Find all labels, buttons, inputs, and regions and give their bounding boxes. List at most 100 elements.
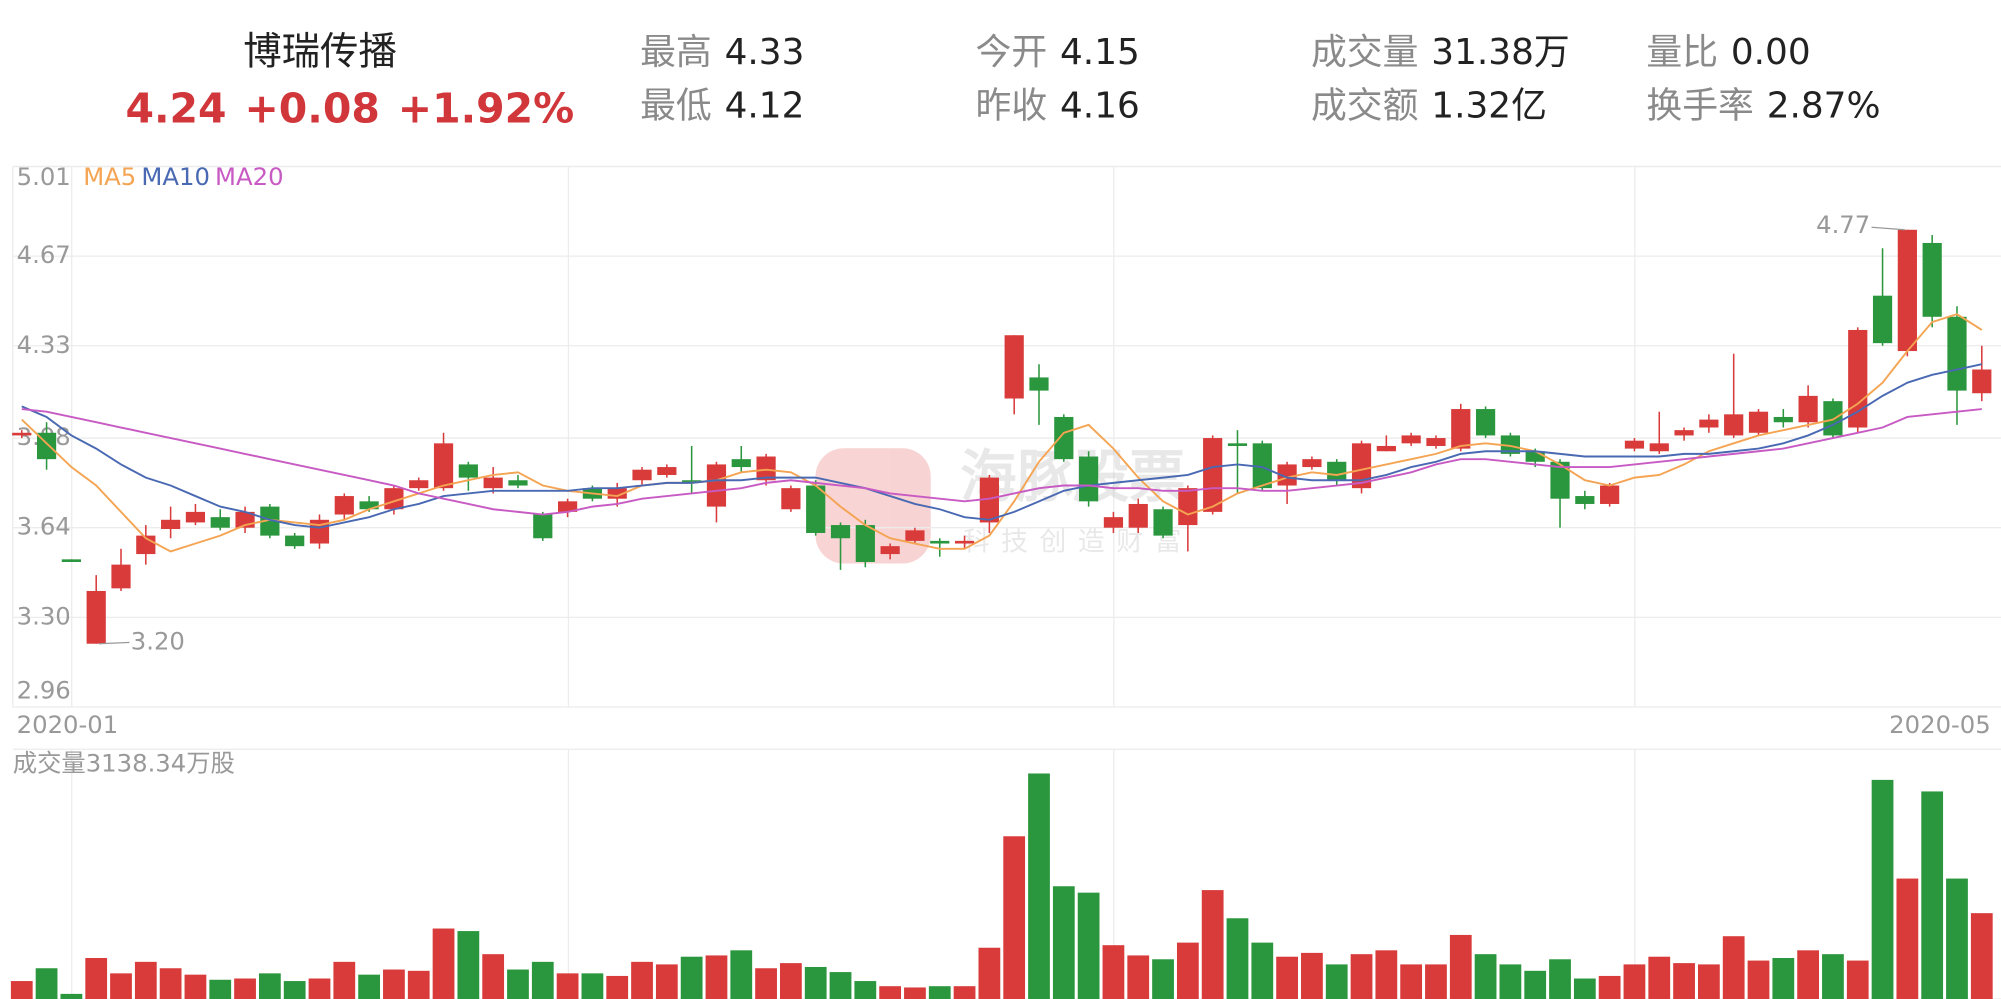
volume-bar: [1921, 791, 1944, 999]
stat: 最低 4.12: [640, 86, 804, 127]
candle-body: [1029, 377, 1049, 391]
candle-body: [1351, 443, 1372, 489]
volume-bar: [655, 964, 678, 999]
volume-bar: [780, 963, 802, 999]
candle-body: [1699, 419, 1719, 428]
volume-bar: [507, 969, 529, 999]
volume-bar: [1822, 954, 1844, 999]
change-pct: +1.92%: [398, 84, 574, 132]
volume-bar: [1251, 942, 1274, 999]
candle-body: [1550, 461, 1570, 499]
stat: 成交额 1.32亿: [1311, 86, 1547, 127]
candle-body: [210, 517, 230, 528]
y-tick-label: 2.96: [17, 676, 71, 705]
candle-body: [1848, 329, 1868, 428]
x-tick-label: 2020-05: [1889, 710, 1991, 739]
candle-body: [1376, 445, 1396, 452]
volume-bar: [234, 978, 256, 999]
candle-body: [1674, 430, 1694, 436]
candle-body: [260, 506, 280, 536]
volume-bar: [1673, 963, 1695, 999]
volume-bar: [1052, 886, 1075, 999]
volume-bar: [1697, 964, 1720, 999]
y-tick-label: 4.67: [17, 240, 71, 269]
candle-body: [1054, 416, 1074, 460]
volume-bar: [457, 931, 480, 999]
candle-body: [1525, 451, 1545, 462]
candle-body: [185, 511, 206, 523]
price-line: 4.24 +0.08 +1.92%: [125, 84, 574, 132]
candle-body: [706, 464, 727, 507]
candle-body: [334, 496, 354, 515]
candle-body: [781, 488, 801, 510]
candle-body: [508, 480, 528, 486]
volume-bar: [60, 993, 83, 999]
stat-value: 1.32亿: [1431, 86, 1547, 127]
candle-body: [1227, 443, 1248, 446]
candle-body: [880, 546, 900, 555]
candle-body: [1103, 517, 1124, 528]
y-tick-label: 4.33: [17, 330, 71, 359]
candle-body: [855, 525, 875, 562]
volume-bar: [1896, 878, 1919, 999]
stat-label: 成交额: [1311, 86, 1419, 127]
legend-entry: MA20: [215, 162, 284, 191]
volume-title: 成交量3138.34万股: [13, 749, 235, 778]
volume-bar: [829, 972, 852, 999]
candle-body: [930, 540, 950, 544]
volume-bar: [1871, 779, 1894, 999]
candle-body: [1203, 438, 1223, 512]
volume-bar: [482, 954, 505, 999]
stats: 最高 4.33 今开 4.15 成交量 31.38万 量比 0.00 最低 4.12 昨收 4.16 成…: [640, 32, 1880, 127]
stat-value: 31.38万: [1431, 32, 1569, 73]
volume-bar: [1325, 964, 1348, 999]
candle-body: [830, 525, 851, 539]
candle-body: [1600, 485, 1620, 504]
candle-body: [1178, 488, 1198, 526]
stat: 今开 4.15: [976, 32, 1140, 73]
candle-body: [682, 480, 702, 483]
legend-entry: MA10: [141, 162, 210, 191]
stat-label: 量比: [1646, 32, 1718, 73]
candle-body: [1451, 409, 1471, 449]
volume-bar: [581, 973, 604, 999]
volume-bar: [1747, 960, 1770, 999]
volume-bar: [110, 973, 132, 999]
candle-body: [1153, 509, 1173, 536]
volume-bar: [1003, 836, 1026, 999]
y-tick-label: 5.01: [17, 162, 71, 191]
stat-value: 4.16: [1060, 86, 1140, 127]
y-tick-label: 3.64: [17, 512, 71, 541]
volume-bar: [1077, 892, 1100, 999]
candle-body: [1872, 295, 1893, 344]
volume-bar: [953, 986, 976, 999]
stat-label: 最低: [640, 86, 712, 127]
stat: 量比 0.00: [1646, 32, 1810, 73]
x-tick-label: 2020-01: [17, 710, 119, 739]
volume-bar: [308, 978, 331, 999]
candle-body: [1277, 464, 1297, 486]
volume-bar: [209, 979, 232, 999]
volume-bar: [879, 986, 902, 999]
volume-bar: [1573, 978, 1596, 999]
candle-body: [1128, 503, 1148, 528]
ma-line: [21, 408, 1982, 516]
stat-value: 4.33: [725, 32, 805, 73]
volume-bar: [1449, 934, 1472, 999]
volume-bar: [1152, 959, 1174, 999]
candle-body: [1575, 496, 1595, 504]
candle-body: [1773, 416, 1793, 423]
stat-value: 2.87%: [1767, 86, 1881, 127]
volume-bar: [1772, 957, 1795, 999]
candle-body: [61, 559, 81, 562]
candle-body: [557, 501, 578, 512]
volume-bar: [978, 947, 1001, 999]
volume-bar: [1276, 956, 1298, 999]
volume-bar: [407, 970, 430, 999]
volume-bar: [1127, 955, 1150, 999]
candle-body: [607, 488, 627, 499]
volume-bar: [1350, 954, 1373, 999]
volume-bar: [804, 966, 827, 999]
stat-label: 成交量: [1311, 32, 1419, 73]
